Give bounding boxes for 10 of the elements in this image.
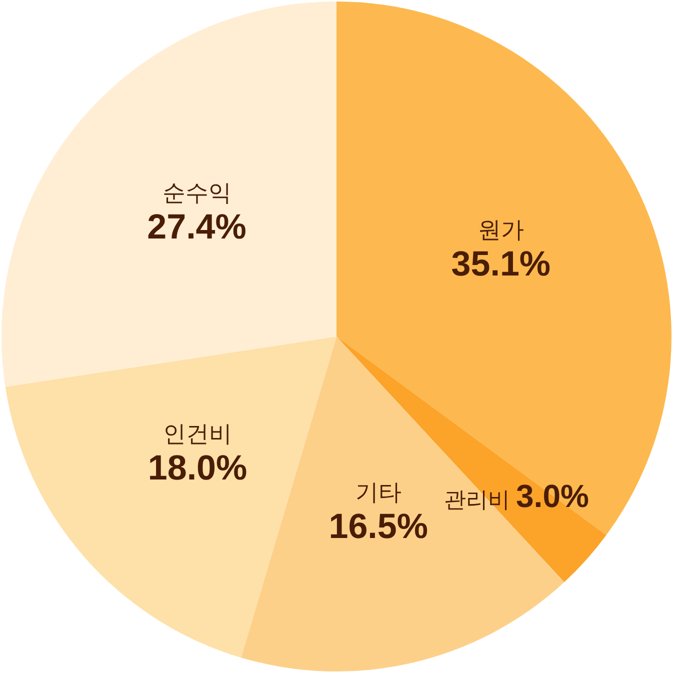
slice-label: 순수익 <box>162 179 232 206</box>
data-label: 3.0% <box>516 478 589 514</box>
data-label: 18.0% <box>148 448 248 488</box>
slice-label: 원가 <box>478 216 524 242</box>
data-label: 16.5% <box>328 506 428 546</box>
slice-label: 기타 <box>355 478 402 505</box>
slice-label: 관리비 <box>444 487 516 512</box>
slice-label: 인건비 <box>163 420 232 446</box>
data-label: 27.4% <box>147 207 246 246</box>
data-label: 35.1% <box>451 244 551 284</box>
